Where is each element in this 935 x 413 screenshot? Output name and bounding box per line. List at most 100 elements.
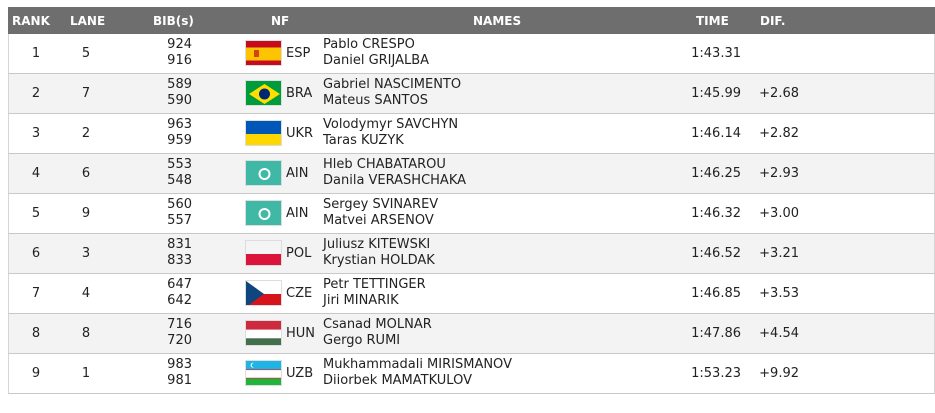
bib-2: 720 [167,333,192,348]
czech-flag-icon [245,280,282,306]
ukraine-flag-icon [245,120,282,146]
athlete-name-2: Mateus SANTOS [323,93,428,108]
ain-flag-icon [245,160,282,186]
lane-cell: 4 [81,286,91,301]
lane-cell: 5 [81,46,91,61]
bib-cell: 831 833 [149,237,192,269]
nf-code: HUN [286,326,316,341]
time-cell: 1:43.31 [691,46,741,61]
table-row: 8 8 716 720 HUN Csanad MOLNAR Gergo RUMI 1:47.8… [8,314,935,354]
athlete-name-1: Mukhammadali MIRISMANOV [323,357,512,372]
header-names: NAMES [473,14,522,28]
bib-1: 553 [167,157,192,172]
bib-2: 642 [167,293,192,308]
athlete-name-2: Diiorbek MAMATKULOV [323,373,472,388]
athlete-name-2: Danila VERASHCHAKA [323,173,467,188]
time-cell: 1:46.14 [691,126,741,141]
header-lane: LANE [70,14,106,28]
table-row: 2 7 589 590 BRA Gabriel NASCIMENTO Mateus SANT… [8,74,935,114]
time-cell: 1:46.85 [691,286,741,301]
rank-cell: 1 [31,46,41,61]
athlete-name-1: Petr TETTINGER [323,277,426,292]
names-cell: Csanad MOLNAR Gergo RUMI [323,317,432,349]
table-row: 3 2 963 959 UKR Volodymyr SAVCHYN Taras KUZYK 1… [8,114,935,154]
lane-cell: 2 [81,126,91,141]
athlete-name-1: Gabriel NASCIMENTO [323,77,462,92]
rank-cell: 5 [31,206,41,221]
lane-cell: 1 [81,366,91,381]
time-cell: 1:46.25 [691,166,741,181]
dif-cell: +9.92 [759,366,799,381]
header-time: TIME [696,14,729,28]
athlete-name-2: Matvei ARSENOV [323,213,434,228]
bib-cell: 647 642 [149,277,192,309]
bib-cell: 560 557 [149,197,192,229]
athlete-name-2: Taras KUZYK [323,133,404,148]
header-rank: RANK [12,14,50,28]
rank-cell: 3 [31,126,41,141]
athlete-name-1: Sergey SVINAREV [323,197,439,212]
bib-2: 557 [167,213,192,228]
dif-cell: +2.82 [759,126,799,141]
nf-code: UKR [286,126,314,141]
hungary-flag-icon [245,320,282,346]
athlete-name-2: Krystian HOLDAK [323,253,435,268]
nf-code: BRA [286,86,313,101]
header-bib: BIB(s) [153,14,194,28]
lane-cell: 6 [81,166,91,181]
bib-1: 983 [167,357,192,372]
header-nf: NF [271,14,290,28]
time-cell: 1:46.32 [691,206,741,221]
names-cell: Petr TETTINGER Jiri MINARIK [323,277,426,309]
rank-cell: 9 [31,366,41,381]
bib-2: 833 [167,253,192,268]
dif-cell: +3.21 [759,246,799,261]
names-cell: Pablo CRESPO Daniel GRIJALBA [323,37,429,69]
names-cell: Mukhammadali MIRISMANOV Diiorbek MAMATKUL… [323,357,512,389]
athlete-name-1: Hleb CHABATAROU [323,157,446,172]
table-row: 4 6 553 548 AIN Hleb CHABATAROU Danila VERASHC… [8,154,935,194]
nf-code: UZB [286,366,314,381]
dif-cell: +3.00 [759,206,799,221]
athlete-name-2: Gergo RUMI [323,333,401,348]
bib-cell: 924 916 [149,37,192,69]
brazil-flag-icon [245,80,282,106]
nf-code: CZE [286,286,313,301]
table-row: 9 1 983 981 UZB Mukhammadali MIRISMANOV Diiorb… [8,354,935,394]
time-cell: 1:45.99 [691,86,741,101]
athlete-name-1: Juliusz KITEWSKI [323,237,431,252]
names-cell: Hleb CHABATAROU Danila VERASHCHAKA [323,157,466,189]
bib-2: 548 [167,173,192,188]
time-cell: 1:46.52 [691,246,741,261]
names-cell: Gabriel NASCIMENTO Mateus SANTOS [323,77,461,109]
bib-2: 916 [167,53,192,68]
top-strip [0,0,935,7]
athlete-name-1: Pablo CRESPO [323,37,415,52]
nf-code: AIN [286,166,309,181]
bib-2: 981 [167,373,192,388]
header-dif: DIF. [760,14,786,28]
bib-2: 959 [167,133,192,148]
bib-cell: 963 959 [149,117,192,149]
time-cell: 1:47.86 [691,326,741,341]
table-row: 6 3 831 833 POL Juliusz KITEWSKI Krystian HOLD… [8,234,935,274]
results-table: RANK LANE BIB(s) NF NAMES TIME DIF. 1 5 92… [8,7,935,394]
rank-cell: 4 [31,166,41,181]
nf-code: AIN [286,206,309,221]
rank-cell: 8 [31,326,41,341]
spain-flag-icon [245,40,282,66]
bib-cell: 983 981 [149,357,192,389]
bib-1: 716 [167,317,192,332]
dif-cell: +4.54 [759,326,799,341]
athlete-name-1: Volodymyr SAVCHYN [323,117,459,132]
athlete-name-2: Daniel GRIJALBA [323,53,430,68]
athlete-name-1: Csanad MOLNAR [323,317,432,332]
bib-cell: 589 590 [149,77,192,109]
bib-1: 963 [167,117,192,132]
dif-cell: +3.53 [759,286,799,301]
names-cell: Volodymyr SAVCHYN Taras KUZYK [323,117,458,149]
table-row: 1 5 924 916 ESP Pablo CRESPO Daniel GRIJALBA 1:… [8,34,935,74]
poland-flag-icon [245,240,282,266]
rank-cell: 2 [31,86,41,101]
rank-cell: 6 [31,246,41,261]
